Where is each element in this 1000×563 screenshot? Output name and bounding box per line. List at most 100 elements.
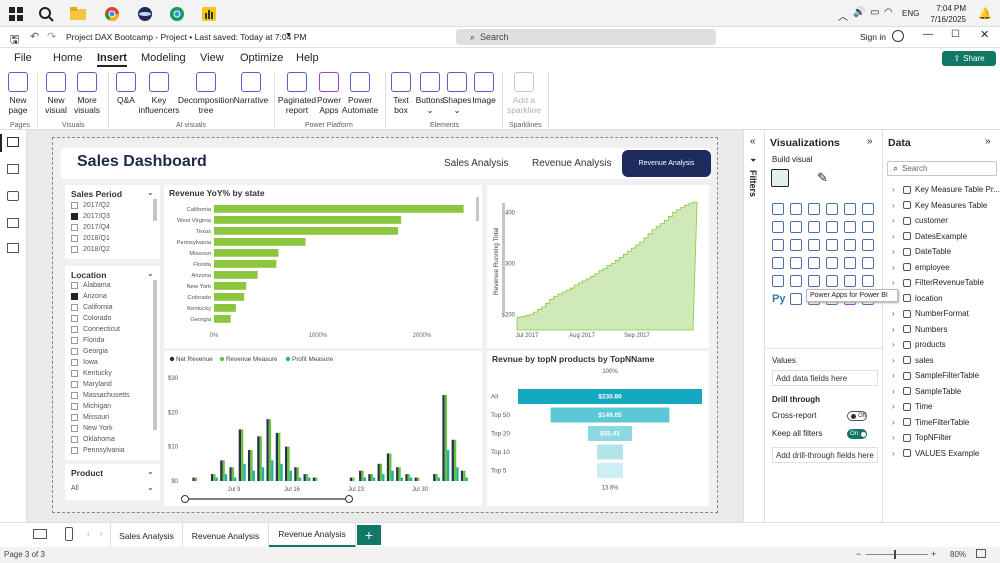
chart3-bar[interactable] <box>215 477 218 481</box>
chart3-bar[interactable] <box>231 467 235 481</box>
expand-chevron-icon[interactable]: › <box>892 278 895 287</box>
chrome-profile-icon[interactable] <box>167 4 187 24</box>
cross-report-toggle[interactable]: Off <box>847 411 867 421</box>
visual-type-icon[interactable] <box>790 293 802 305</box>
wifi-icon[interactable]: ◠ <box>884 7 893 18</box>
collapse-data-icon[interactable]: » <box>985 136 991 147</box>
slicer-item[interactable]: Alabama <box>71 282 111 289</box>
chart-revenue-running-total[interactable]: $200 $300 $400 Jul 2017 Aug 2017 Sep 2017 Rev… <box>487 185 709 348</box>
chart3-bar[interactable] <box>456 467 459 481</box>
chart3-bar[interactable] <box>278 432 281 481</box>
chart3-bar[interactable] <box>382 474 385 481</box>
visual-type-icon[interactable] <box>790 257 802 269</box>
chart3-bar[interactable] <box>370 474 373 481</box>
data-table-item[interactable]: › FilterRevenueTable <box>892 278 984 287</box>
chart4-funnel-bar[interactable] <box>597 444 623 460</box>
chart3-bar[interactable] <box>435 474 438 481</box>
data-table-item[interactable]: › DatesExample <box>892 232 967 241</box>
chart3-bar[interactable] <box>389 453 392 482</box>
chart3-bar[interactable] <box>463 470 466 481</box>
chart3-bar[interactable] <box>442 395 445 481</box>
chart3-bar[interactable] <box>352 477 355 481</box>
chart3-bar[interactable] <box>377 463 380 481</box>
chart3-slider-handle-end[interactable] <box>345 495 353 503</box>
checkbox[interactable] <box>71 293 78 300</box>
checkbox[interactable] <box>71 235 78 242</box>
slicer-product-value[interactable]: All <box>71 485 79 492</box>
desktop-layout-icon[interactable] <box>33 529 47 539</box>
chart3-bar[interactable] <box>220 460 223 481</box>
chart3-bar[interactable] <box>294 467 297 481</box>
visual-type-icon[interactable] <box>826 221 838 233</box>
visual-type-icon[interactable] <box>826 257 838 269</box>
chart3-bar[interactable] <box>359 470 362 481</box>
filters-label[interactable]: Filters <box>748 170 758 198</box>
nav-revenue-analysis[interactable]: Revenue Analysis <box>532 158 612 169</box>
slicer-item[interactable]: Georgia <box>71 348 108 355</box>
visual-type-icon[interactable] <box>862 221 874 233</box>
checkbox[interactable] <box>71 403 78 410</box>
expand-chevron-icon[interactable]: › <box>892 448 895 458</box>
slicer-item[interactable]: Florida <box>71 337 104 344</box>
chart3-bar[interactable] <box>250 450 253 481</box>
data-table-item[interactable]: › sales <box>892 356 934 365</box>
power-automate-button[interactable]: Power Automate <box>340 72 380 115</box>
qna-button[interactable]: Q&A <box>114 72 138 105</box>
visual-type-icon[interactable] <box>844 275 856 287</box>
checkbox[interactable] <box>71 447 78 454</box>
data-table-item[interactable]: › employee <box>892 263 950 272</box>
expand-chevron-icon[interactable]: › <box>892 247 895 256</box>
zoom-slider-thumb[interactable] <box>894 550 896 559</box>
narrative-button[interactable]: Narrative <box>233 72 269 105</box>
visual-type-icon[interactable] <box>790 203 802 215</box>
visual-type-icon[interactable] <box>844 221 856 233</box>
chart3-bar[interactable] <box>210 474 214 481</box>
chart1-bar[interactable] <box>214 293 245 301</box>
checkbox[interactable] <box>71 304 78 311</box>
data-table-item[interactable]: › products <box>892 340 946 349</box>
chart4-funnel-bar[interactable] <box>518 389 702 404</box>
data-table-item[interactable]: › Time <box>892 402 932 411</box>
checkbox[interactable] <box>71 202 78 209</box>
chart3-bar[interactable] <box>379 463 383 481</box>
slicer-item[interactable]: Arizona <box>71 293 107 300</box>
chart3-bar[interactable] <box>391 470 394 481</box>
expand-chevron-icon[interactable]: › <box>892 324 895 334</box>
checkbox[interactable] <box>71 381 78 388</box>
zoom-in-icon[interactable]: + <box>931 549 937 559</box>
visual-type-icon[interactable] <box>826 239 838 251</box>
visual-type-icon[interactable] <box>808 275 820 287</box>
expand-chevron-icon[interactable]: › <box>892 417 895 427</box>
chart3-bar[interactable] <box>437 477 441 481</box>
expand-chevron-icon[interactable]: › <box>892 433 895 442</box>
search-icon[interactable] <box>36 4 56 24</box>
power-bi-taskbar-icon[interactable] <box>199 4 219 24</box>
tmdl-view-icon[interactable] <box>7 243 19 253</box>
checkbox[interactable] <box>71 348 78 355</box>
chart3-slider-handle-start[interactable] <box>181 495 189 503</box>
chart1-bar[interactable] <box>214 282 247 290</box>
buttons-button[interactable]: Buttons ⌄ <box>414 72 446 115</box>
expand-chevron-icon[interactable]: › <box>892 386 895 396</box>
model-view-icon[interactable] <box>7 191 19 201</box>
page-tab-revenue-analysis[interactable]: Revenue Analysis <box>183 523 269 548</box>
maximize-button[interactable]: ☐ <box>951 29 960 40</box>
notification-icon[interactable]: 🔔 <box>978 8 992 20</box>
slicer-item[interactable]: 2017/Q2 <box>71 202 110 209</box>
slicer-item[interactable]: Pennsylvania <box>71 447 125 454</box>
chart1-bar[interactable] <box>214 238 306 246</box>
shapes-button[interactable]: Shapes ⌄ <box>443 72 471 115</box>
chart-topn-products[interactable]: Revnue by topN products by TopNName 100%… <box>487 351 709 506</box>
chart1-bar[interactable] <box>214 271 258 279</box>
more-visuals-button[interactable]: More visuals <box>72 72 102 115</box>
chart3-bar[interactable] <box>363 477 367 481</box>
chart3-bar[interactable] <box>266 419 269 481</box>
expand-chevron-icon[interactable]: › <box>892 340 895 349</box>
chart1-bar[interactable] <box>214 315 231 323</box>
chart3-bar[interactable] <box>451 439 454 481</box>
title-dropdown-icon[interactable]: ▼ <box>285 32 292 39</box>
values-well[interactable]: Add data fields here <box>772 370 878 386</box>
chart3-bar[interactable] <box>368 474 371 481</box>
chart2-area[interactable] <box>516 201 698 331</box>
visual-type-icon[interactable] <box>808 257 820 269</box>
